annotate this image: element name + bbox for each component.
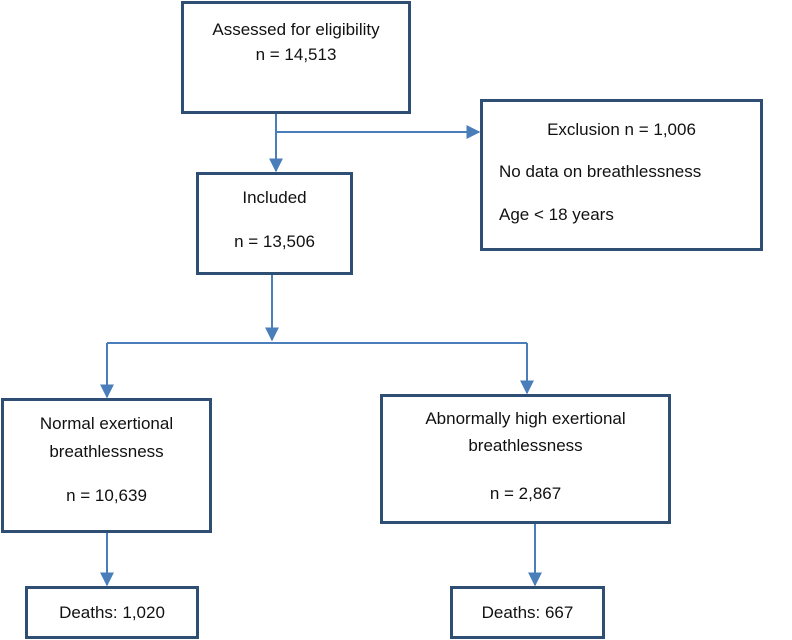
assessed-box: Assessed for eligibility n = 14,513 xyxy=(181,1,411,114)
abnormal-deaths-box: Deaths: 667 xyxy=(450,586,605,639)
normal-deaths: Deaths: 1,020 xyxy=(59,603,165,622)
abnormal-title-line1: Abnormally high exertional xyxy=(425,409,626,428)
abnormal-title-line2: breathlessness xyxy=(468,436,583,455)
exclusion-box: Exclusion n = 1,006 No data on breathles… xyxy=(480,99,763,251)
exclusion-reason-age: Age < 18 years xyxy=(499,205,614,224)
included-title: Included xyxy=(242,188,307,207)
normal-count: n = 10,639 xyxy=(66,486,147,505)
normal-title-line1: Normal exertional xyxy=(39,414,174,433)
exclusion-reason-no-data: No data on breathlessness xyxy=(499,162,702,181)
abnormal-breathlessness-box: Abnormally high exertional breathlessnes… xyxy=(380,394,671,524)
normal-title-line2: breathlessness xyxy=(49,442,164,461)
normal-breathlessness-box: Normal exertional breathlessness n = 10,… xyxy=(1,398,212,533)
included-count: n = 13,506 xyxy=(234,232,315,251)
normal-deaths-box: Deaths: 1,020 xyxy=(25,586,199,639)
assessed-count: n = 14,513 xyxy=(255,45,337,64)
abnormal-count: n = 2,867 xyxy=(489,484,562,503)
exclusion-title: Exclusion n = 1,006 xyxy=(547,120,696,139)
assessed-title: Assessed for eligibility xyxy=(212,20,380,39)
included-box: Included n = 13,506 xyxy=(196,172,353,275)
abnormal-deaths: Deaths: 667 xyxy=(481,603,574,622)
